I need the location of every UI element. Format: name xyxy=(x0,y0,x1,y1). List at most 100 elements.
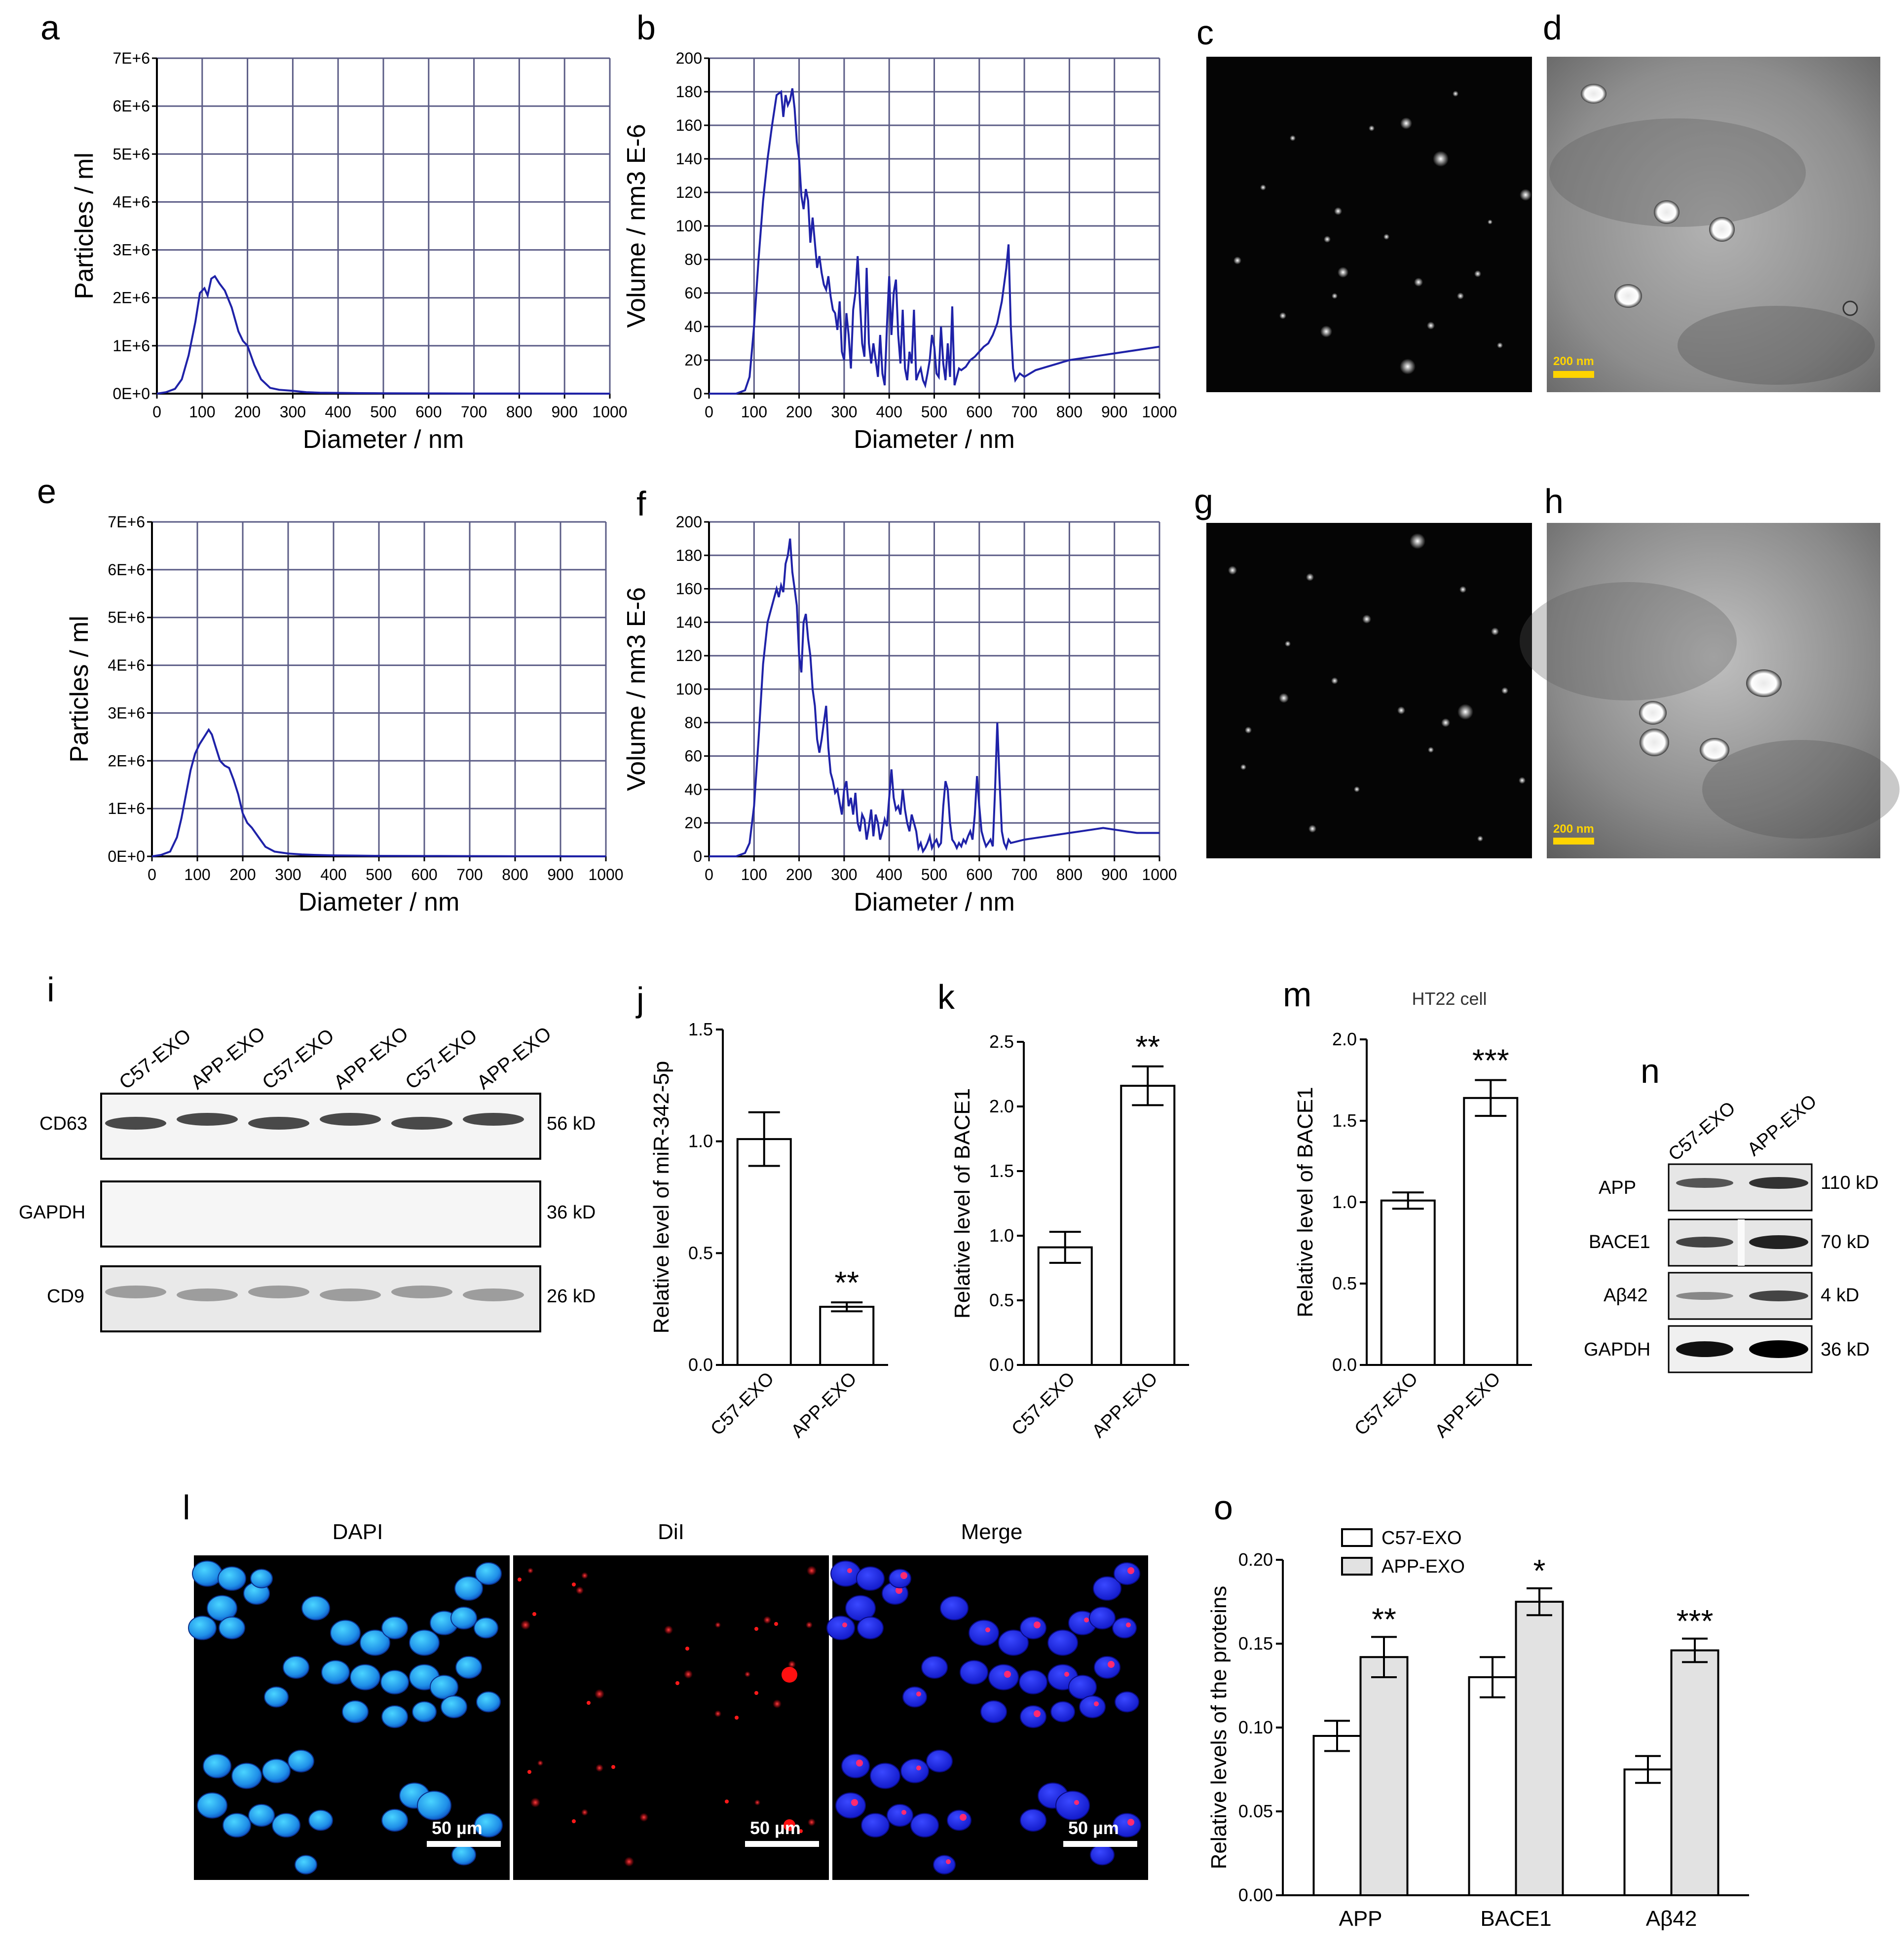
x-tick-label: 100 xyxy=(184,866,210,883)
nucleus xyxy=(412,1701,437,1723)
y-tick-label: 0.5 xyxy=(989,1290,1014,1310)
particle-spot xyxy=(1477,836,1483,842)
x-tick-label: 700 xyxy=(1011,866,1037,883)
dil-signal xyxy=(518,1578,522,1582)
dil-signal xyxy=(901,1810,906,1815)
y-axis-label: Relative level of BACE1 xyxy=(1293,1087,1317,1317)
dil-signal xyxy=(856,1760,863,1766)
nucleus xyxy=(830,1560,861,1587)
nucleus xyxy=(283,1656,309,1679)
dil-signal xyxy=(1034,1710,1041,1717)
x-tick-label: 200 xyxy=(786,866,812,883)
lane-label: APP-EXO xyxy=(330,1023,412,1094)
nucleus xyxy=(231,1763,262,1789)
protein-band xyxy=(463,1288,524,1301)
protein-band xyxy=(1749,1177,1808,1189)
protein-band xyxy=(105,1117,166,1130)
dil-signal xyxy=(527,1568,533,1574)
nucleus xyxy=(350,1664,380,1691)
dil-signal xyxy=(916,1766,921,1770)
nucleus xyxy=(998,1629,1029,1656)
y-tick-label: 200 xyxy=(676,513,702,531)
dil-signal xyxy=(587,1701,591,1705)
panel-letter-f: f xyxy=(636,484,646,523)
panel-letter-i: i xyxy=(47,970,55,1009)
data-series-line xyxy=(709,538,1159,857)
dil-signal xyxy=(572,1819,576,1823)
panel-letter-d: d xyxy=(1543,8,1562,47)
nucleus xyxy=(223,1813,251,1838)
exosome-vesicle xyxy=(1639,701,1667,725)
dil-signal xyxy=(1108,1661,1115,1668)
nucleus xyxy=(360,1629,390,1656)
x-tick-label: 900 xyxy=(1101,403,1127,421)
x-tick-label: 500 xyxy=(921,403,947,421)
nucleus xyxy=(980,1700,1007,1724)
exosome-vesicle xyxy=(1654,200,1680,224)
blot-row-label: CD63 xyxy=(39,1113,87,1134)
dil-signal xyxy=(763,1616,771,1624)
exosome-vesicle xyxy=(1614,284,1642,308)
x-tick-label: 400 xyxy=(320,866,346,883)
x-tick-label: 500 xyxy=(370,403,396,421)
y-axis-label: Particles / ml xyxy=(65,616,94,763)
nucleus xyxy=(381,1616,408,1640)
panel-letter-n: n xyxy=(1641,1052,1660,1090)
x-tick-label: 0 xyxy=(152,403,161,421)
y-tick-label: 40 xyxy=(684,318,702,335)
nucleus xyxy=(475,1562,502,1585)
nucleus xyxy=(330,1619,361,1646)
y-tick-label: 60 xyxy=(684,747,702,765)
y-tick-label: 2E+6 xyxy=(112,289,150,307)
x-tick-label: 300 xyxy=(831,866,857,883)
x-tick-label: 600 xyxy=(411,866,437,883)
nucleus xyxy=(1020,1705,1046,1729)
y-tick-label: 1.5 xyxy=(1332,1110,1357,1131)
dil-signal xyxy=(851,1799,858,1806)
western-blot-n: C57-EXO APP-EXO APP 110 kD BACE1 70 kD A… xyxy=(1584,1091,1879,1373)
y-tick-label: 0E+0 xyxy=(112,385,150,403)
legend-swatch xyxy=(1341,1557,1373,1576)
nucleus xyxy=(921,1656,948,1679)
x-tick-label: APP xyxy=(1339,1907,1382,1931)
y-tick-label: 160 xyxy=(676,116,702,134)
panel-letter-k: k xyxy=(937,978,955,1016)
particle-spot xyxy=(1459,586,1466,593)
dil-signal xyxy=(754,1800,760,1805)
particle-spot xyxy=(1488,220,1493,224)
bar xyxy=(1623,1768,1673,1896)
x-tick-label: APP-EXO xyxy=(1088,1368,1161,1442)
protein-band xyxy=(1676,1178,1733,1188)
lane-label: C57-EXO xyxy=(401,1025,481,1094)
y-tick-label: 0 xyxy=(693,385,702,403)
nucleus xyxy=(960,1660,988,1685)
particle-spot xyxy=(1334,207,1342,215)
bar xyxy=(1359,1656,1409,1896)
y-tick-label: 60 xyxy=(684,284,702,302)
chart-b-volume-distribution: 0 100 200 300 400 500 600 700 800 900 1000 0 20 40 60 8… xyxy=(622,49,1177,454)
x-axis-label: Diameter / nm xyxy=(854,888,1015,917)
nucleus xyxy=(1094,1656,1120,1679)
particle-spot xyxy=(1354,786,1360,792)
nucleus xyxy=(250,1569,273,1588)
y-tick-label: 2.5 xyxy=(989,1031,1014,1052)
x-tick-label: 300 xyxy=(831,403,857,421)
nucleus xyxy=(857,1616,884,1640)
dil-signal xyxy=(1126,1622,1131,1627)
y-axis-label: Relative level of miR-342-5p xyxy=(649,1061,673,1334)
scale-bar xyxy=(1063,1841,1137,1847)
bar xyxy=(1468,1676,1517,1896)
y-tick-label: 5E+6 xyxy=(108,609,145,626)
nucleus xyxy=(295,1855,317,1875)
x-tick-label: 500 xyxy=(921,866,947,883)
panel-letter-c: c xyxy=(1196,13,1214,52)
data-series-line xyxy=(156,275,610,395)
nucleus xyxy=(826,1616,855,1640)
x-tick-label: 600 xyxy=(966,866,992,883)
y-tick-label: 120 xyxy=(676,184,702,201)
y-tick-label: 80 xyxy=(684,714,702,732)
dil-signal xyxy=(807,1566,817,1576)
nucleus xyxy=(1079,1695,1106,1719)
dil-signal xyxy=(624,1857,634,1867)
blot-size-label: 70 kD xyxy=(1821,1232,1869,1252)
